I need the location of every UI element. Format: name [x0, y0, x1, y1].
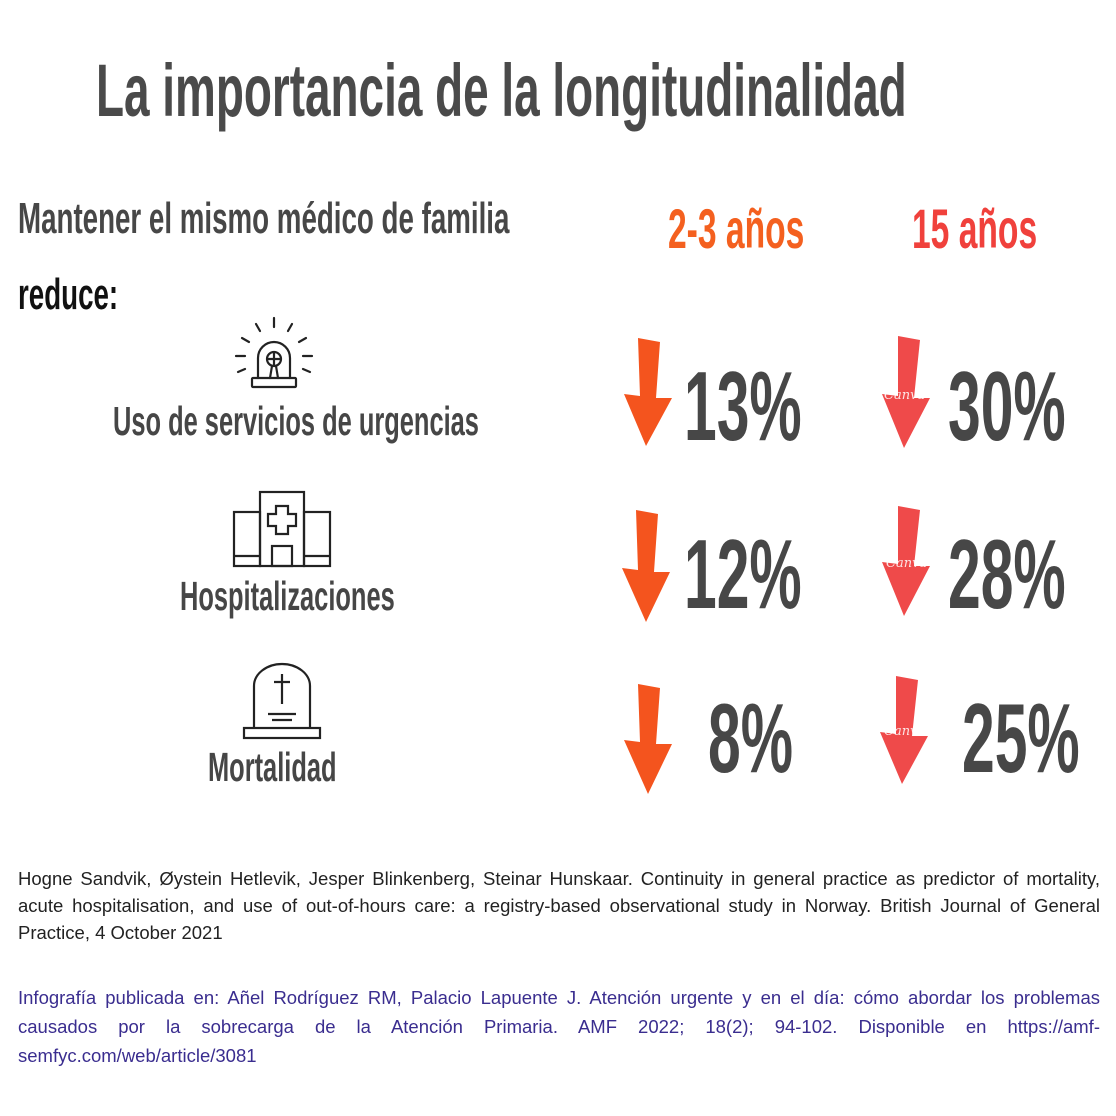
column-header-long: 15 años [912, 197, 1038, 260]
column-header-short: 2-3 años [668, 197, 805, 260]
publication-credit: Infografía publicada en: Añel Rodríguez … [18, 987, 1100, 1066]
page-title: La importancia de la longitudinalidad [96, 49, 907, 132]
watermark: Canva [886, 556, 928, 571]
row-label-hospitalizaciones: Hospitalizaciones [180, 573, 395, 619]
row-mortalidad-short-value: 8% [708, 683, 793, 793]
row-hospitalizaciones-long-value: 28% [948, 519, 1066, 629]
down-arrow-icon [622, 510, 670, 622]
row-label-urgencias: Uso de servicios de urgencias [113, 398, 479, 444]
row-mortalidad-long-value: 25% [962, 683, 1080, 793]
row-hospitalizaciones-short-value: 12% [684, 519, 802, 629]
row-label-mortalidad: Mortalidad [208, 744, 337, 790]
reference-citation: Hogne Sandvik, Øystein Hetlevik, Jesper … [18, 868, 1100, 943]
down-arrow-icon [880, 676, 928, 784]
down-arrow-icon [882, 506, 930, 616]
row-urgencias-short-value: 13% [684, 351, 802, 461]
hospital-building-icon [232, 490, 332, 568]
row-urgencias-long-value: 30% [948, 351, 1066, 461]
down-arrow-icon [882, 336, 930, 448]
watermark: Canva [884, 388, 926, 403]
intro-reduce-text: reduce: [18, 270, 119, 319]
down-arrow-icon [624, 684, 672, 794]
down-arrow-icon [624, 338, 672, 446]
watermark: Canva [884, 724, 926, 739]
tombstone-icon [242, 662, 322, 740]
intro-text: Mantener el mismo médico de familia [18, 194, 510, 243]
emergency-siren-icon [234, 316, 314, 389]
